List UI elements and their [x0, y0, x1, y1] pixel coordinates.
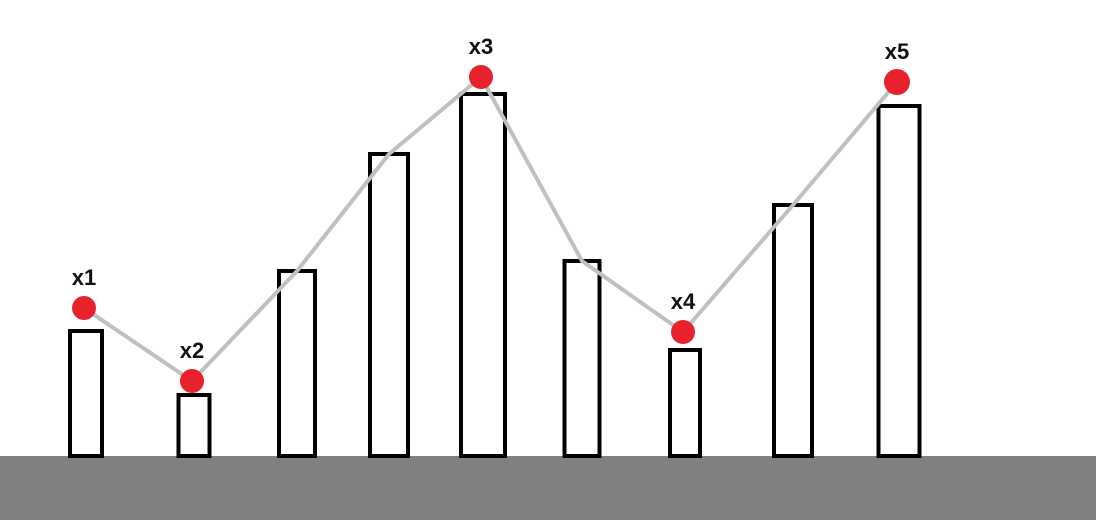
marker-x2: [180, 369, 204, 393]
marker-x1: [72, 296, 96, 320]
bars-group: [70, 94, 920, 456]
bar-8: [774, 205, 812, 456]
bar-1: [70, 331, 102, 456]
marker-x4: [671, 320, 695, 344]
bar-7: [670, 350, 700, 456]
marker-label-x1: x1: [72, 265, 96, 290]
marker-x3: [469, 65, 493, 89]
marker-label-x5: x5: [885, 39, 909, 64]
bar-9: [879, 106, 920, 456]
bar-6: [565, 261, 600, 456]
bar-5: [461, 94, 505, 456]
bar-4: [370, 154, 408, 456]
marker-label-x3: x3: [469, 34, 493, 59]
bar-2: [179, 395, 210, 456]
marker-label-x4: x4: [671, 289, 696, 314]
marker-x5: [884, 69, 910, 95]
ground-strip: [0, 456, 1096, 520]
marker-label-x2: x2: [180, 338, 204, 363]
bar-3: [279, 271, 315, 456]
